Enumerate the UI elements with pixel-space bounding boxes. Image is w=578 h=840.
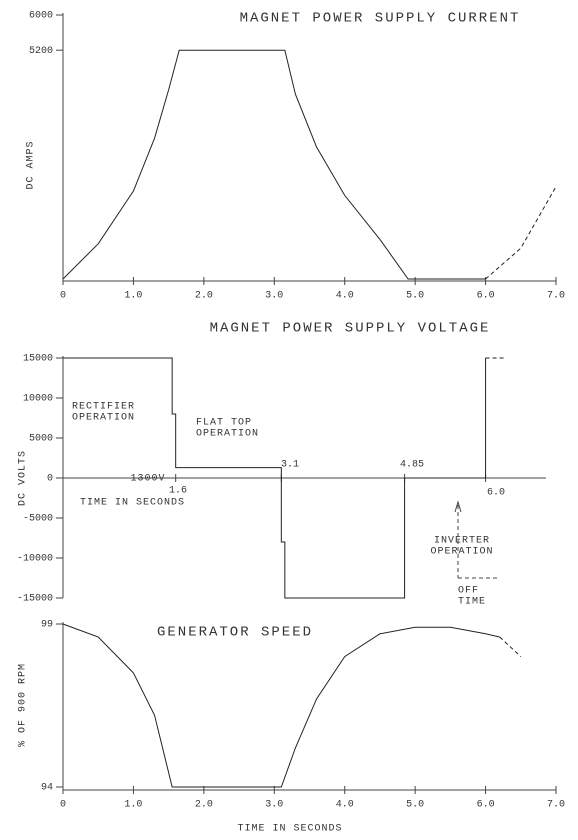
x-tick-label: 3.1 <box>281 460 299 471</box>
y-tick-label: -5000 <box>23 514 53 525</box>
series-line <box>485 186 557 280</box>
x-tick-label: 1.0 <box>124 800 142 811</box>
x-tick-label: 6.0 <box>477 291 495 302</box>
x-tick-label: 0 <box>60 800 66 811</box>
y-tick-label: 0 <box>47 474 53 485</box>
x-tick-label: 6.0 <box>487 488 505 499</box>
annotation: INVERTER <box>434 536 490 547</box>
x-tick-label: 4.85 <box>400 460 424 471</box>
x-tick-label: 7.0 <box>547 800 565 811</box>
series-line <box>62 623 500 788</box>
y-axis-label: DC AMPS <box>26 140 37 189</box>
x-tick-label: 1.0 <box>124 291 142 302</box>
x-tick-label: 4.0 <box>336 800 354 811</box>
x-tick-label: 3.0 <box>265 800 283 811</box>
annotation: OPERATION <box>430 547 493 558</box>
off-time-bracket <box>454 500 500 579</box>
x-tick-label: 6.0 <box>477 800 495 811</box>
series-line <box>63 357 487 599</box>
y-tick-label: 6000 <box>29 11 53 22</box>
y-tick-label: -15000 <box>17 594 53 605</box>
y-tick-label: 99 <box>41 620 53 631</box>
y-tick-label: 5000 <box>29 434 53 445</box>
annotation: TIME IN SECONDS <box>80 498 185 509</box>
x-axis-label: TIME IN SECONDS <box>237 824 342 835</box>
series-line <box>499 636 522 657</box>
y-tick-label: 5200 <box>29 46 53 57</box>
annotation: OFF <box>458 586 479 597</box>
y-tick-label: 10000 <box>23 394 53 405</box>
annotation: FLAT TOP <box>196 418 252 429</box>
chart-title: MAGNET POWER SUPPLY CURRENT <box>240 11 521 27</box>
y-axis-label: % OF 900 RPM <box>18 663 29 747</box>
x-tick-label: 3.0 <box>265 291 283 302</box>
x-tick-label: 5.0 <box>406 291 424 302</box>
x-tick-label: 0 <box>60 291 66 302</box>
series-line <box>62 49 486 280</box>
chart-title: GENERATOR SPEED <box>157 625 313 641</box>
x-tick-label: 5.0 <box>406 800 424 811</box>
annotation: RECTIFIER <box>72 402 135 413</box>
y-tick-label: 15000 <box>23 354 53 365</box>
annotation: OPERATION <box>196 429 259 440</box>
x-tick-label: 2.0 <box>195 800 213 811</box>
y-tick-label: -10000 <box>17 554 53 565</box>
annotation: TIME <box>458 597 486 608</box>
annotation: 1300V <box>130 474 165 485</box>
y-tick-label: 94 <box>41 783 53 794</box>
x-tick-label: 4.0 <box>336 291 354 302</box>
x-tick-label: 2.0 <box>195 291 213 302</box>
x-tick-label: 1.6 <box>169 486 187 497</box>
x-tick-label: 7.0 <box>547 291 565 302</box>
y-axis-label: DC VOLTS <box>18 450 29 506</box>
annotation: OPERATION <box>72 413 135 424</box>
chart-title: MAGNET POWER SUPPLY VOLTAGE <box>210 321 491 337</box>
